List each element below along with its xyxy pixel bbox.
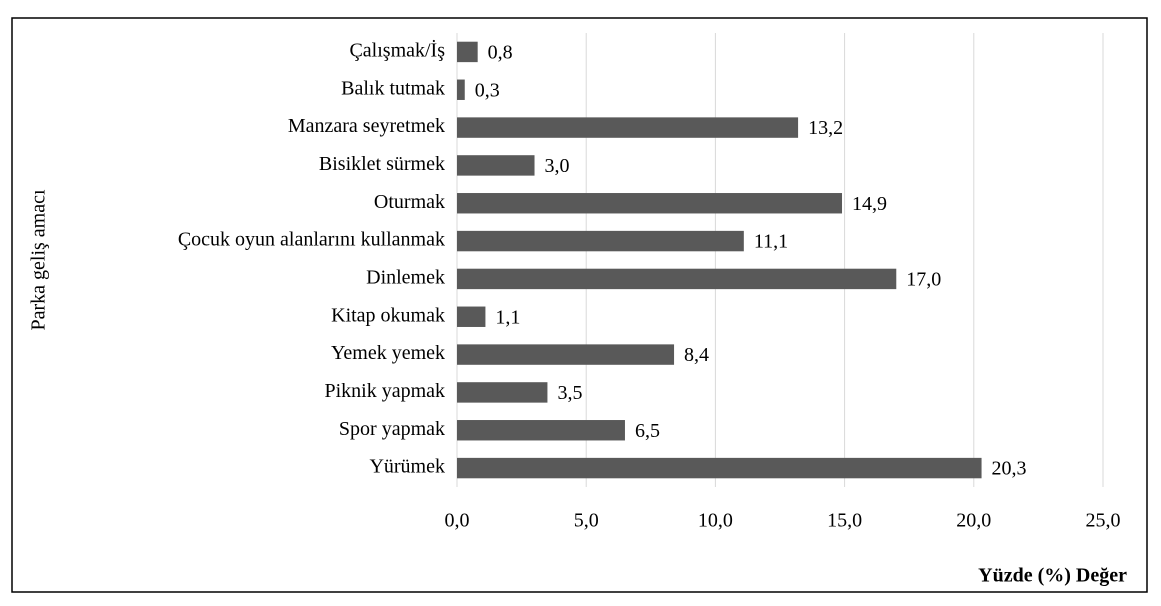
x-tick-label: 20,0 [956,510,991,532]
data-label: 3,5 [557,382,582,404]
chart-frame [11,17,1148,593]
y-tick-label: Spor yapmak [339,418,445,440]
y-tick-label: Piknik yapmak [324,380,445,402]
data-label: 17,0 [906,269,941,291]
bar [457,41,478,63]
data-label: 0,8 [488,42,513,64]
y-tick-label: Dinlemek [366,267,445,289]
data-label: 8,4 [684,344,709,366]
x-axis-title: Yüzde (%) Değer [978,565,1127,587]
bar [457,420,625,441]
bar [457,193,843,214]
y-tick-label: Kitap okumak [331,304,445,326]
data-label: 14,9 [852,193,887,215]
x-tick-label: 15,0 [827,510,862,532]
bar [457,117,799,138]
y-tick-label: Bisiklet sürmek [319,153,445,175]
data-label: 11,1 [754,231,788,253]
bar [457,230,744,252]
y-tick-label: Balık tutmak [341,77,445,99]
y-axis-title: Parka geliş amacı [28,189,50,330]
x-tick-label: 25,0 [1086,510,1121,532]
y-tick-label: Manzara seyretmek [288,115,445,137]
y-tick-label: Çocuk oyun alanlarını kullanmak [178,229,445,251]
x-tick-label: 5,0 [574,510,599,532]
data-label: 0,3 [475,79,500,101]
y-tick-label: Oturmak [374,191,445,213]
y-tick-label: Yürümek [369,456,445,478]
bar [457,382,548,403]
data-label: 13,2 [808,117,843,139]
bar [457,79,465,100]
bar [457,457,982,479]
data-label: 20,3 [992,458,1027,480]
x-tick-label: 10,0 [698,510,733,532]
bar [457,155,535,176]
bar [457,268,897,290]
bar [457,344,675,365]
bar [457,306,486,327]
data-label: 1,1 [495,306,520,328]
y-tick-label: Yemek yemek [331,342,445,364]
x-tick-label: 0,0 [445,510,470,532]
y-tick-label: Çalışmak/İş [349,39,445,62]
data-label: 3,0 [545,155,570,177]
data-label: 6,5 [635,420,660,442]
